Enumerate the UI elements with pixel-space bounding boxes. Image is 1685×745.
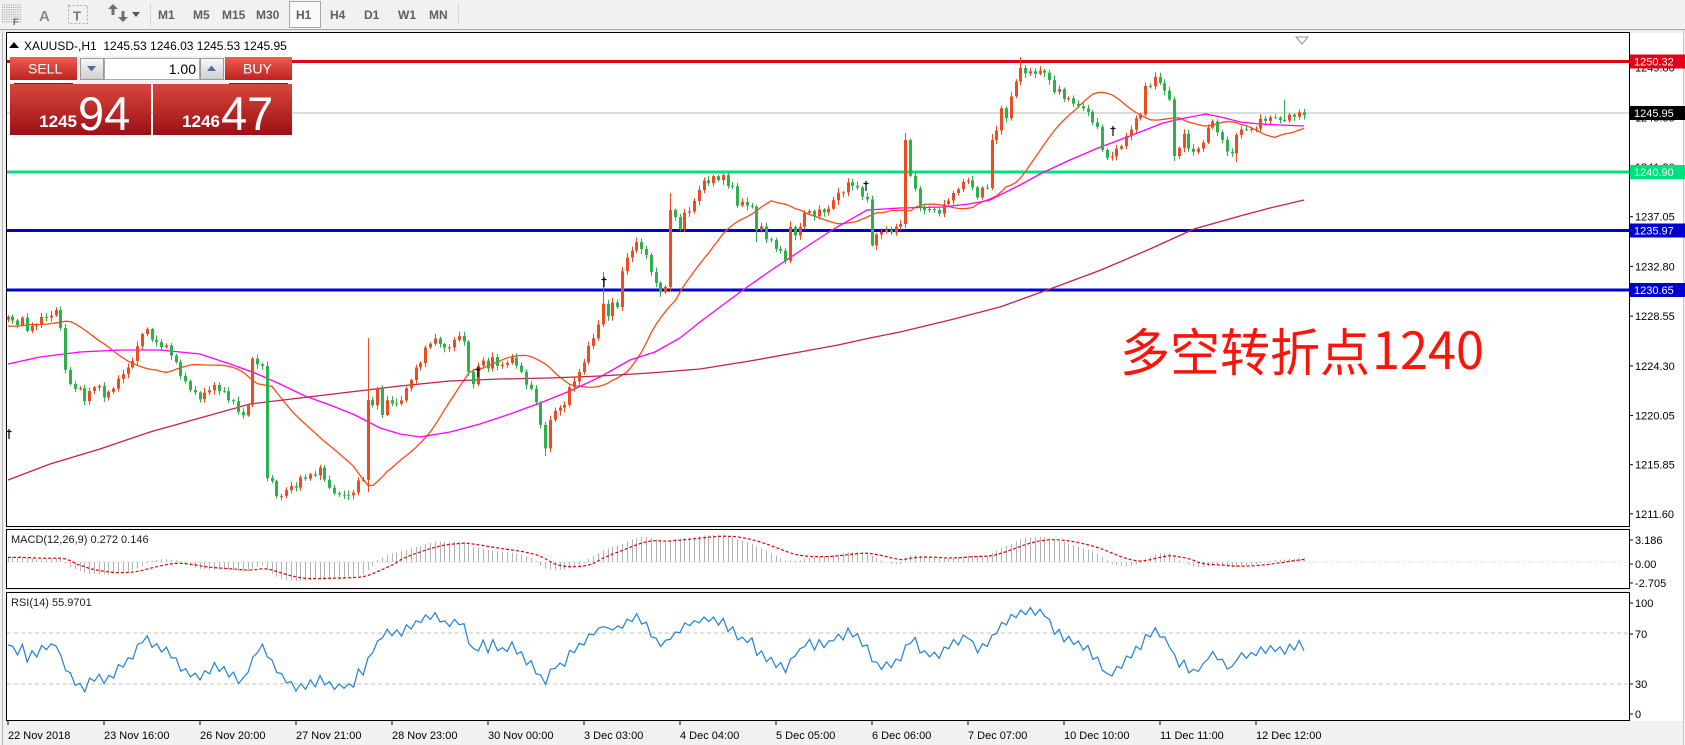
svg-text:1211.60: 1211.60: [1635, 509, 1674, 521]
svg-text:70: 70: [1635, 629, 1647, 641]
svg-text:6 Dec 06:00: 6 Dec 06:00: [872, 730, 931, 742]
svg-text:M30: M30: [256, 8, 280, 22]
svg-text:1215.85: 1215.85: [1635, 460, 1675, 472]
svg-text:1230.65: 1230.65: [1634, 285, 1674, 297]
svg-text:A: A: [39, 8, 50, 25]
svg-text:H1: H1: [296, 8, 312, 22]
svg-text:1250.32: 1250.32: [1634, 57, 1674, 69]
svg-text:1220.05: 1220.05: [1635, 411, 1675, 423]
svg-text:94: 94: [78, 87, 130, 140]
svg-text:W1: W1: [398, 8, 416, 22]
svg-text:SELL: SELL: [28, 61, 62, 77]
svg-text:23 Nov 16:00: 23 Nov 16:00: [104, 730, 169, 742]
svg-text:1232.80: 1232.80: [1635, 261, 1675, 273]
svg-text:RSI(14) 55.9701: RSI(14) 55.9701: [11, 597, 92, 609]
svg-text:H4: H4: [330, 8, 346, 22]
svg-text:M5: M5: [193, 8, 210, 22]
svg-text:27 Nov 21:00: 27 Nov 21:00: [296, 730, 361, 742]
svg-text:30 Nov 00:00: 30 Nov 00:00: [488, 730, 553, 742]
svg-text:3.186: 3.186: [1635, 535, 1663, 547]
svg-text:1228.55: 1228.55: [1635, 311, 1675, 323]
svg-text:1240.90: 1240.90: [1634, 167, 1674, 179]
svg-text:0.00: 0.00: [1635, 559, 1656, 571]
svg-text:12 Dec 12:00: 12 Dec 12:00: [1256, 730, 1321, 742]
svg-text:1.00: 1.00: [169, 61, 196, 77]
svg-text:-2.705: -2.705: [1635, 578, 1666, 590]
svg-text:7 Dec 07:00: 7 Dec 07:00: [968, 730, 1027, 742]
svg-text:M1: M1: [158, 8, 175, 22]
svg-text:11 Dec 11:00: 11 Dec 11:00: [1160, 730, 1224, 742]
svg-text:1224.30: 1224.30: [1635, 361, 1675, 373]
svg-text:D1: D1: [364, 8, 380, 22]
svg-text:XAUUSD-,H1 1245.53 1246.03 12: XAUUSD-,H1 1245.53 1246.03 1245.53 1245.…: [24, 39, 287, 53]
svg-text:26 Nov 20:00: 26 Nov 20:00: [200, 730, 265, 742]
svg-text:1237.05: 1237.05: [1635, 212, 1675, 224]
svg-text:MN: MN: [429, 8, 448, 22]
svg-text:10 Dec 10:00: 10 Dec 10:00: [1064, 730, 1129, 742]
svg-text:4 Dec 04:00: 4 Dec 04:00: [680, 730, 739, 742]
svg-text:F: F: [13, 17, 19, 27]
svg-text:1246: 1246: [182, 112, 220, 131]
svg-text:100: 100: [1635, 598, 1653, 610]
svg-text:22 Nov 2018: 22 Nov 2018: [8, 730, 70, 742]
svg-text:BUY: BUY: [243, 61, 272, 77]
svg-text:M15: M15: [222, 8, 246, 22]
svg-text:5 Dec 05:00: 5 Dec 05:00: [776, 730, 835, 742]
svg-text:T: T: [73, 9, 81, 24]
svg-text:0: 0: [1635, 709, 1641, 721]
svg-text:3 Dec 03:00: 3 Dec 03:00: [584, 730, 643, 742]
svg-text:1235.97: 1235.97: [1634, 226, 1674, 238]
svg-text:30: 30: [1635, 679, 1647, 691]
svg-text:28 Nov 23:00: 28 Nov 23:00: [392, 730, 457, 742]
svg-text:1245.95: 1245.95: [1634, 108, 1674, 120]
svg-text:47: 47: [221, 87, 273, 140]
svg-text:MACD(12,26,9) 0.272 0.146: MACD(12,26,9) 0.272 0.146: [11, 534, 149, 546]
svg-text:1245: 1245: [39, 112, 77, 131]
